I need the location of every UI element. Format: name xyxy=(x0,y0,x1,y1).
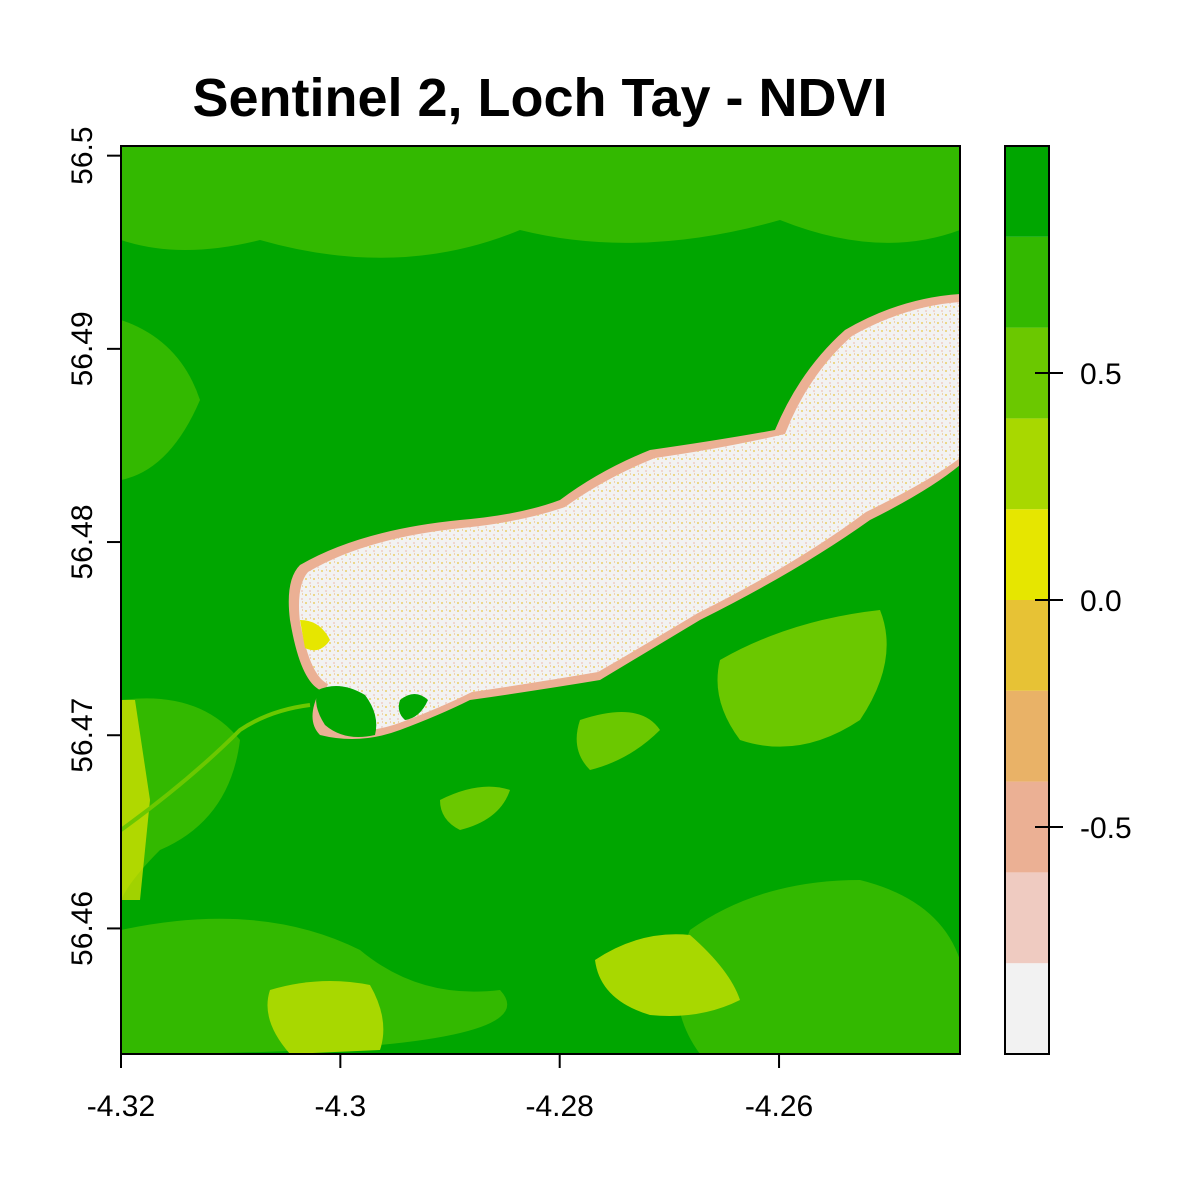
field-patch-east xyxy=(717,610,887,747)
vegetation-patch-west xyxy=(121,320,200,480)
legend-color-bin xyxy=(1005,690,1049,782)
legend-color-bin xyxy=(1005,509,1049,600)
legend-color-bin xyxy=(1005,236,1049,328)
loch-speckle xyxy=(299,302,960,731)
river-channel xyxy=(121,703,311,832)
chart-title: Sentinel 2, Loch Tay - NDVI xyxy=(192,68,887,128)
shoreline-yellow xyxy=(300,620,330,651)
y-tick-label: 56.46 xyxy=(66,891,99,966)
legend-color-bin xyxy=(1005,963,1049,1054)
field-patch-center xyxy=(576,712,660,770)
y-tick-label: 56.5 xyxy=(66,126,99,184)
vegetation-patch-southwest xyxy=(121,698,240,900)
legend-color-bin xyxy=(1005,418,1049,510)
legend-color-bin xyxy=(1005,600,1049,691)
field-patch-south-a xyxy=(267,981,384,1054)
legend-tick-label: 0.5 xyxy=(1080,358,1122,391)
x-tick-label: -4.26 xyxy=(745,1090,813,1123)
legend-color-bin xyxy=(1005,146,1049,237)
x-tick-label: -4.3 xyxy=(314,1090,366,1123)
field-strip-west xyxy=(121,700,150,900)
field-patch-southwest-b xyxy=(440,786,510,830)
field-patch-south-b xyxy=(595,934,740,1016)
color-legend: -0.5 0.0 0.5 xyxy=(1004,145,1132,1055)
x-tick-label: -4.28 xyxy=(525,1090,593,1123)
x-tick-label: -4.32 xyxy=(87,1090,155,1123)
ndvi-raster xyxy=(121,146,960,1054)
vegetation-patch-north xyxy=(121,146,960,258)
legend-color-bin xyxy=(1005,872,1049,964)
y-tick-label: 56.48 xyxy=(66,505,99,580)
vegetation-patch-southeast xyxy=(677,880,960,1054)
y-axis: 56.46 56.47 56.48 56.49 56.5 xyxy=(66,126,122,966)
loch-island xyxy=(316,686,377,738)
y-tick-label: 56.47 xyxy=(66,698,99,773)
legend-tick-label: 0.0 xyxy=(1080,585,1122,618)
loch-island-small xyxy=(398,694,428,720)
legend-tick-label: -0.5 xyxy=(1080,812,1132,845)
y-tick-label: 56.49 xyxy=(66,311,99,386)
x-axis: -4.32 -4.3 -4.28 -4.26 xyxy=(87,1053,813,1123)
